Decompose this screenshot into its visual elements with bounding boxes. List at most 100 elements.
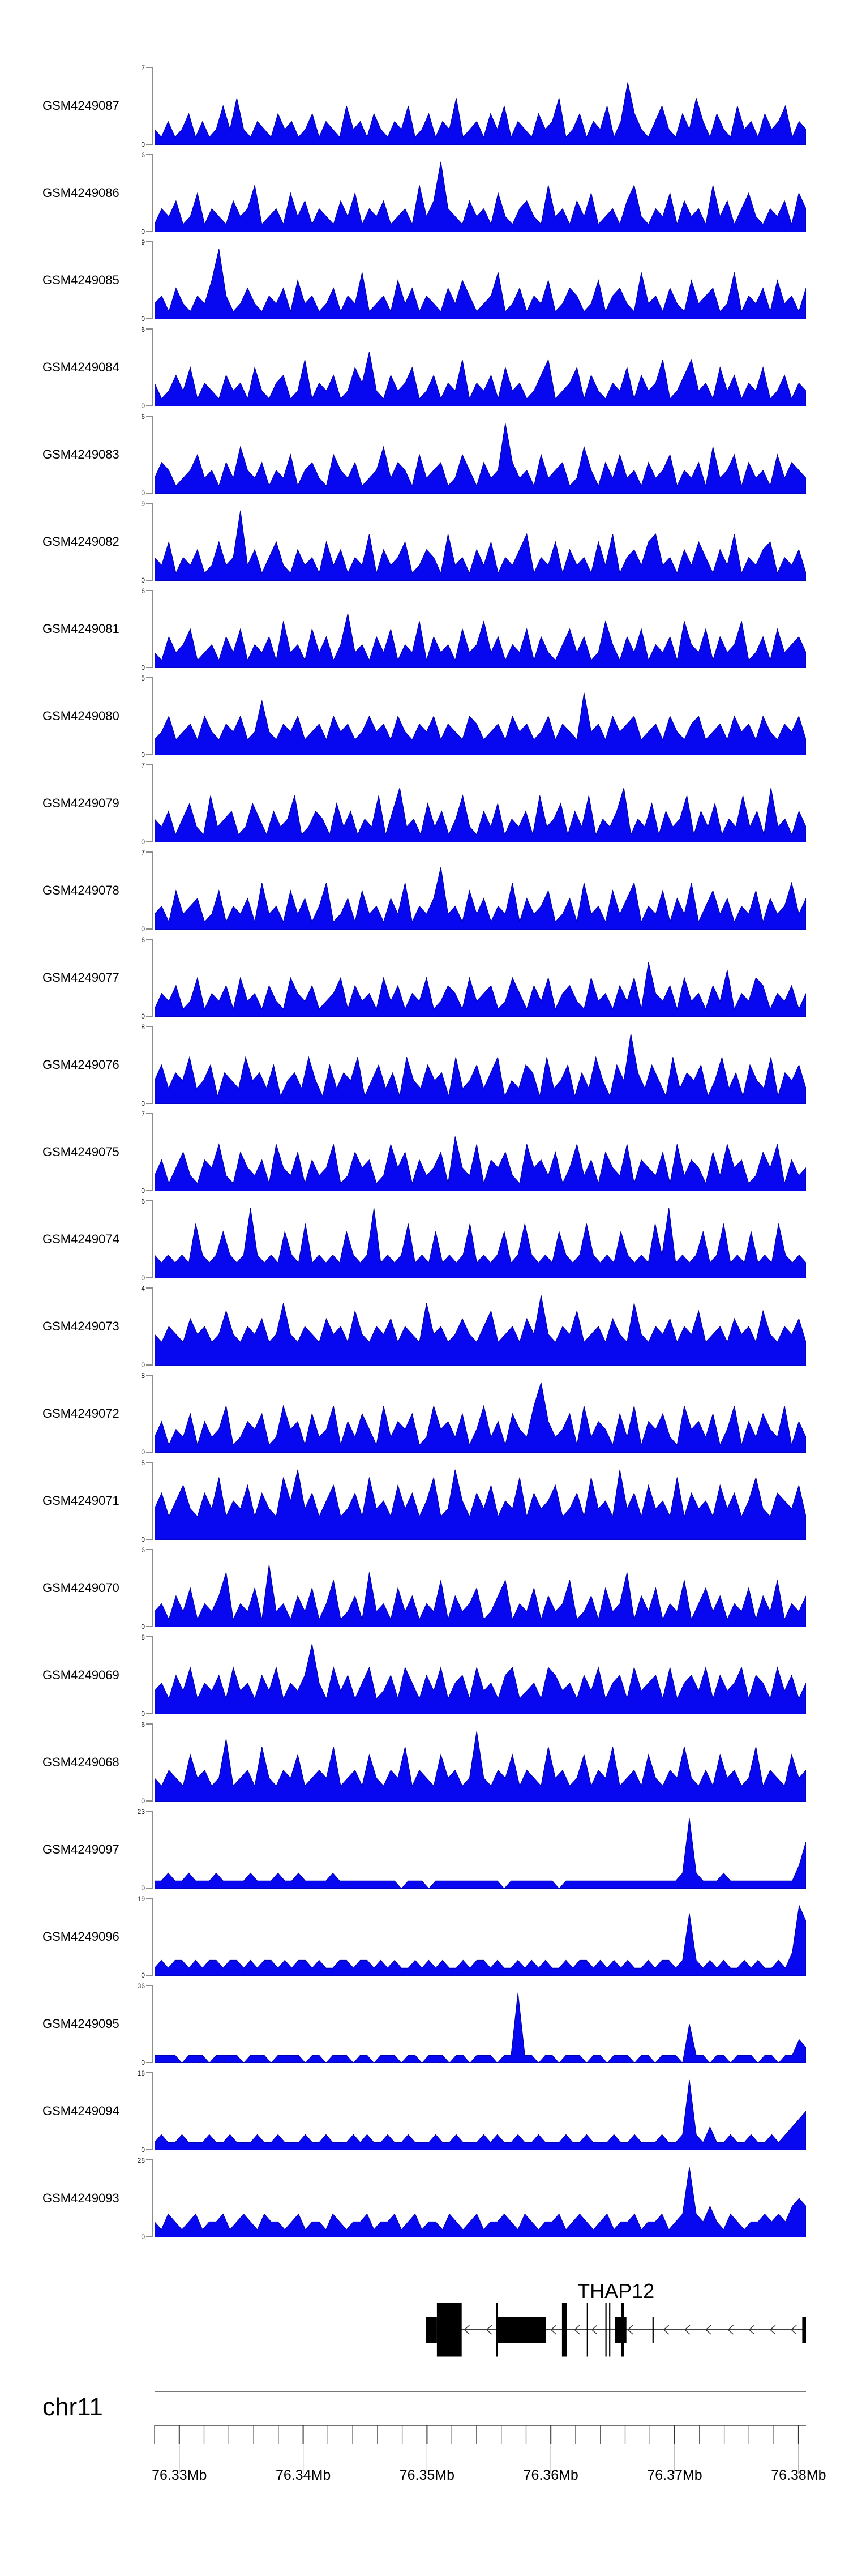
y-axis-bottom-tick xyxy=(146,1800,153,1802)
y-axis-top-tick xyxy=(146,241,153,242)
gene-name-label: THAP12 xyxy=(577,2279,655,2303)
y-axis-zero-label: 0 xyxy=(141,228,145,236)
y-axis-bottom-tick xyxy=(146,1626,153,1627)
axis-position-label: 76.36Mb xyxy=(524,2467,578,2483)
y-axis-zero-label: 0 xyxy=(141,315,145,323)
y-axis-top-tick xyxy=(146,154,153,155)
y-axis-max-label: 6 xyxy=(141,413,145,421)
y-axis-max-label: 8 xyxy=(141,1372,145,1380)
coverage-signal xyxy=(155,1033,806,1104)
y-axis-line xyxy=(152,416,153,494)
y-axis-line xyxy=(152,154,153,232)
y-axis-zero-label: 0 xyxy=(141,1012,145,1020)
y-axis-bottom-tick xyxy=(146,1539,153,1540)
y-axis-max-label: 7 xyxy=(141,761,145,769)
y-axis-zero-label: 0 xyxy=(141,925,145,933)
track-label: GSM4249097 xyxy=(42,1842,119,1856)
y-axis-top-tick xyxy=(146,939,153,940)
y-axis-top-tick xyxy=(146,851,153,853)
y-axis-line xyxy=(152,1898,153,1976)
y-axis-zero-label: 0 xyxy=(141,402,145,410)
y-axis-top-tick xyxy=(146,1026,153,1027)
y-axis-max-label: 23 xyxy=(137,1808,145,1816)
strand-arrow-icon xyxy=(550,2325,557,2335)
strand-arrow-icon xyxy=(790,2325,797,2335)
coverage-signal xyxy=(155,82,806,145)
coverage-signal xyxy=(155,1564,806,1627)
y-axis-bottom-tick xyxy=(146,928,153,930)
y-axis-bottom-tick xyxy=(146,1364,153,1366)
y-axis-top-tick xyxy=(146,1985,153,1986)
track-label: GSM4249071 xyxy=(42,1494,119,1508)
coverage-signal xyxy=(155,867,806,930)
strand-arrow-icon xyxy=(684,2325,691,2335)
y-axis-line xyxy=(152,1811,153,1889)
track-label: GSM4249079 xyxy=(42,796,119,810)
track-label: GSM4249077 xyxy=(42,970,119,985)
y-axis-max-label: 19 xyxy=(137,1895,145,1903)
y-axis-max-label: 6 xyxy=(141,326,145,333)
data-track: GSM4249070 6 0 xyxy=(0,1546,849,1631)
axis-position-label: 76.35Mb xyxy=(400,2467,454,2483)
track-label: GSM4249094 xyxy=(42,2104,119,2118)
exon-box xyxy=(652,2317,654,2343)
y-axis-line xyxy=(152,677,153,755)
y-axis-bottom-tick xyxy=(146,1975,153,1976)
y-axis-bottom-tick xyxy=(146,2062,153,2063)
y-axis-bottom-tick xyxy=(146,1103,153,1104)
coverage-signal xyxy=(155,613,806,668)
y-axis-bottom-tick xyxy=(146,2149,153,2150)
data-track: GSM4249078 7 0 xyxy=(0,849,849,933)
track-label: GSM4249075 xyxy=(42,1145,119,1159)
y-axis-zero-label: 0 xyxy=(141,664,145,671)
y-axis-line xyxy=(152,1287,153,1366)
y-axis-line xyxy=(152,1113,153,1191)
y-axis-max-label: 9 xyxy=(141,500,145,508)
coverage-signal xyxy=(155,1208,806,1278)
y-axis-top-tick xyxy=(146,1723,153,1725)
y-axis-zero-label: 0 xyxy=(141,2146,145,2154)
track-label: GSM4249068 xyxy=(42,1755,119,1769)
data-track: GSM4249069 8 0 xyxy=(0,1633,849,1718)
track-label: GSM4249070 xyxy=(42,1581,119,1595)
y-axis-max-label: 6 xyxy=(141,936,145,944)
y-axis-zero-label: 0 xyxy=(141,1797,145,1805)
data-track: GSM4249083 6 0 xyxy=(0,413,849,497)
track-label: GSM4249082 xyxy=(42,534,119,549)
y-axis-top-tick xyxy=(146,677,153,678)
track-label: GSM4249096 xyxy=(42,1929,119,1944)
y-axis-top-tick xyxy=(146,1462,153,1463)
y-axis-zero-label: 0 xyxy=(141,1361,145,1369)
strand-arrow-icon xyxy=(486,2325,492,2335)
y-axis-bottom-tick xyxy=(146,1016,153,1017)
data-track: GSM4249094 18 0 xyxy=(0,2069,849,2154)
track-label: GSM4249078 xyxy=(42,883,119,897)
strand-arrow-icon xyxy=(705,2325,711,2335)
track-label: GSM4249084 xyxy=(42,360,119,374)
y-axis-line xyxy=(152,939,153,1017)
exon-box xyxy=(802,2317,806,2343)
y-axis-top-tick xyxy=(146,1549,153,1550)
genome-axis-track: 76.33Mb 76.34Mb 76.35Mb 76.36Mb 76.37Mb 76.38… xyxy=(152,2391,826,2483)
coverage-signal xyxy=(155,962,806,1017)
y-axis-max-label: 7 xyxy=(141,64,145,72)
y-axis-top-tick xyxy=(146,1113,153,1114)
y-axis-zero-label: 0 xyxy=(141,2059,145,2066)
track-label: GSM4249087 xyxy=(42,99,119,113)
coverage-signal xyxy=(155,1818,806,1889)
strand-arrow-icon xyxy=(464,2325,470,2335)
y-axis-line xyxy=(152,328,153,406)
track-label: GSM4249069 xyxy=(42,1668,119,1682)
track-label: GSM4249074 xyxy=(42,1232,119,1246)
coverage-signal xyxy=(155,1905,806,1976)
data-track: GSM4249074 6 0 xyxy=(0,1197,849,1282)
axis-position-label: 76.34Mb xyxy=(276,2467,331,2483)
y-axis-line xyxy=(152,2072,153,2150)
exon-box xyxy=(621,2303,624,2357)
exon-box xyxy=(561,2303,567,2357)
exon-box xyxy=(436,2303,462,2357)
y-axis-zero-label: 0 xyxy=(141,1971,145,1979)
y-axis-top-tick xyxy=(146,590,153,591)
y-axis-zero-label: 0 xyxy=(141,1710,145,1718)
y-axis-bottom-tick xyxy=(146,754,153,755)
